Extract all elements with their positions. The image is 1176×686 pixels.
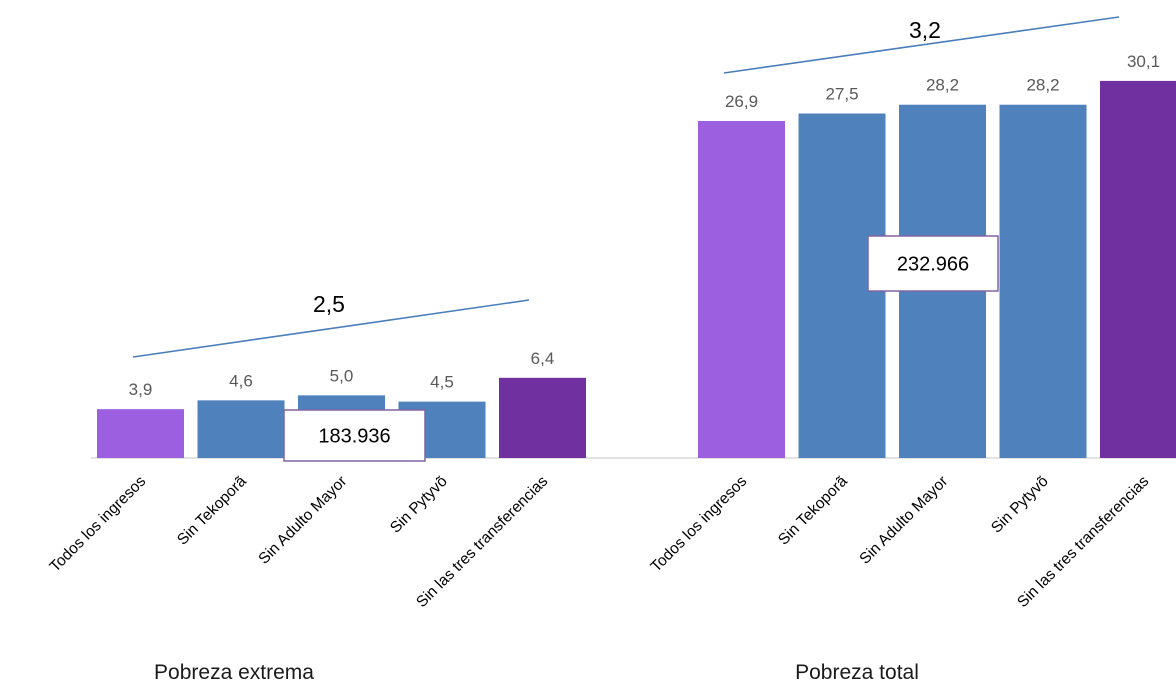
bar-group-0: 3,9 Todos los ingresos 4,6 Sin Tekoporã 5,0 S… (47, 349, 586, 684)
people-count-label: 232.966 (897, 254, 969, 276)
category-tick-label: Sin Tekoporã (174, 473, 250, 549)
overlay-layer: 2,5 183.936 3,2 232.966 (132, 16, 1120, 462)
category-tick-label: Sin Pytyvõ (387, 473, 451, 537)
bar (698, 121, 785, 458)
group-label: Pobreza total (795, 661, 919, 684)
category-tick-label: Todos los ingresos (47, 473, 150, 576)
bar-value-label: 5,0 (330, 366, 354, 385)
bar-value-label: 28,2 (926, 76, 959, 95)
category-tick-label: Todos los ingresos (648, 473, 751, 576)
bar-value-label: 26,9 (725, 92, 758, 111)
category-tick-label: Sin Adulto Mayor (856, 473, 951, 568)
people-count-box (283, 409, 426, 462)
bar-value-label: 6,4 (531, 349, 555, 368)
bar-value-label: 4,6 (229, 371, 253, 390)
difference-label: 2,5 (313, 291, 345, 317)
people-count-box (867, 235, 999, 292)
bar (499, 377, 586, 458)
bar (1100, 80, 1176, 459)
people-count-label: 183.936 (318, 426, 390, 448)
difference-line (723, 16, 1120, 74)
bar (999, 104, 1087, 459)
category-tick-label: Sin Tekoporã (775, 473, 851, 549)
bar (97, 409, 184, 458)
difference-line (132, 299, 530, 358)
bar-group-1: 26,9 Todos los ingresos 27,5 Sin Tekoporã 28… (648, 52, 1176, 684)
category-tick-label: Sin Adulto Mayor (255, 473, 350, 568)
bar (197, 400, 285, 458)
difference-label: 3,2 (909, 17, 941, 43)
bar-value-label: 27,5 (825, 84, 858, 103)
bars-layer: 3,9 Todos los ingresos 4,6 Sin Tekoporã 5,0 S… (47, 52, 1176, 684)
bar-value-label: 28,2 (1026, 76, 1059, 95)
group-label: Pobreza extrema (154, 661, 314, 684)
bar-value-label: 4,5 (430, 373, 454, 392)
bar-value-label: 3,9 (129, 380, 153, 399)
bar-value-label: 30,1 (1127, 52, 1160, 71)
category-tick-label: Sin Pytyvõ (988, 473, 1052, 537)
